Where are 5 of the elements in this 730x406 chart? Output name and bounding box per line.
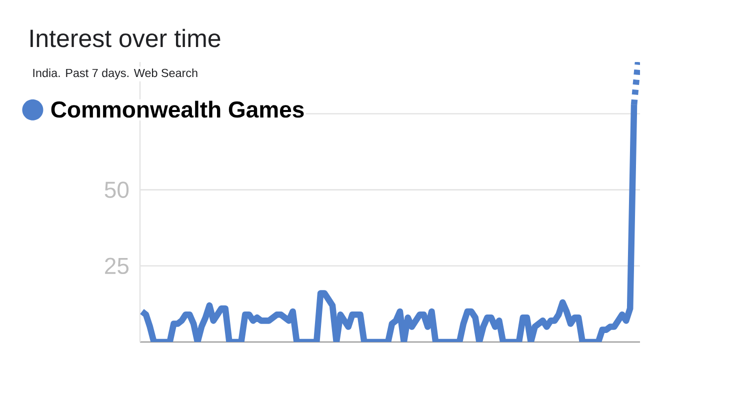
text: India. Past 7 days. Web Search [33, 68, 198, 80]
y-tick-label: 25 [105, 258, 129, 274]
legend-label: Commonwealth Games [51, 100, 304, 118]
chart-title: Interest over time [30, 28, 220, 48]
y-tick-label: 50 [104, 182, 129, 198]
